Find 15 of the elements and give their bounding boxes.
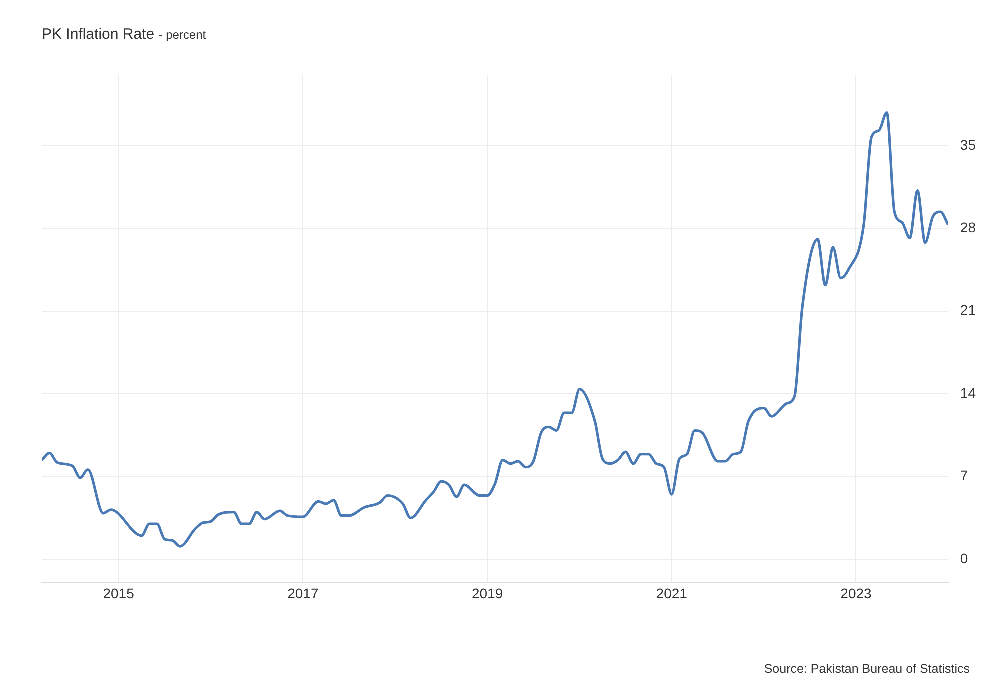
y-tick-label: 0 (960, 550, 968, 566)
x-tick-label: 2015 (103, 585, 135, 602)
y-tick-label: 28 (960, 220, 976, 236)
y-tick-label: 21 (960, 302, 976, 318)
x-tick-label: 2023 (840, 585, 872, 602)
chart-subtitle: - percent (158, 28, 206, 42)
line-series (42, 112, 948, 548)
y-tick-label: 7 (960, 468, 968, 484)
y-tick-label: 35 (960, 136, 976, 153)
source-note: Source: Pakistan Bureau of Statistics (764, 662, 970, 676)
x-tick-label: 2017 (288, 585, 319, 602)
chart-title: PK Inflation Rate (42, 26, 155, 43)
y-tick-label: 14 (960, 384, 976, 401)
x-tick-label: 2021 (656, 585, 688, 602)
x-tick-label: 2019 (472, 585, 504, 602)
